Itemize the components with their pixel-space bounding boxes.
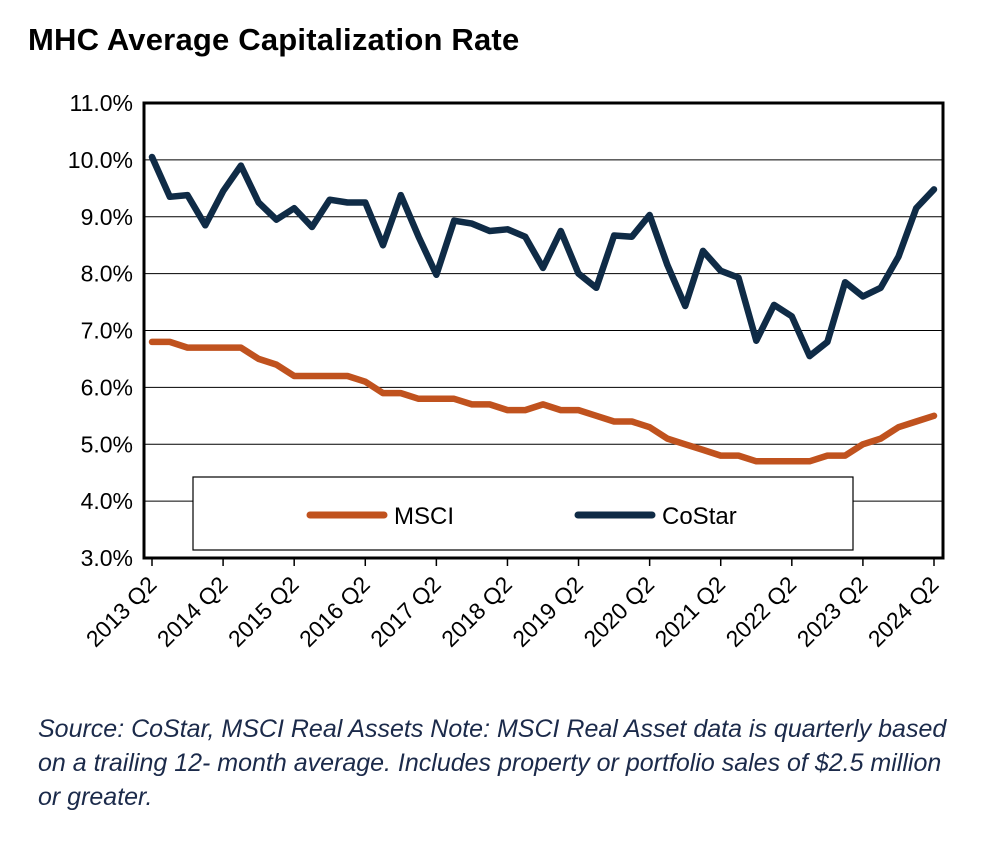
legend: MSCI CoStar (192, 476, 854, 551)
legend-label-msci: MSCI (394, 503, 454, 530)
series-line-costar (148, 153, 938, 360)
legend-label-costar: CoStar (662, 503, 737, 530)
series-lines (148, 153, 938, 465)
y-tick-label: 6.0% (81, 374, 133, 400)
y-tick-label: 8.0% (81, 261, 133, 287)
y-tick-label: 7.0% (81, 318, 133, 344)
y-tick-label: 4.0% (81, 488, 133, 514)
x-tick-label: 2017 Q2 (365, 571, 446, 652)
legend-box (192, 476, 854, 551)
y-tick-label: 5.0% (81, 431, 133, 457)
y-axis-ticks: 3.0% 4.0% 5.0% 6.0% 7.0% 8.0% 9.0% 10.0% 11.0% (68, 90, 133, 571)
y-tick-label: 3.0% (81, 545, 133, 571)
x-tick-label: 2019 Q2 (507, 571, 588, 652)
x-tick-label: 2016 Q2 (294, 571, 375, 652)
x-tick-label: 2015 Q2 (223, 571, 304, 652)
y-tick-label: 10.0% (68, 147, 133, 173)
x-tick-label: 2018 Q2 (436, 571, 517, 652)
x-tick-label: 2013 Q2 (81, 571, 162, 652)
y-tick-label: 9.0% (81, 204, 133, 230)
y-tick-label: 11.0% (69, 90, 133, 116)
source-note: Source: CoStar, MSCI Real Assets Note: M… (38, 715, 947, 811)
series-line-msci (148, 338, 938, 465)
x-tick-label: 2021 Q2 (649, 571, 730, 652)
x-tick-label: 2024 Q2 (863, 571, 944, 652)
x-tick-label: 2022 Q2 (721, 571, 802, 652)
chart-title: MHC Average Capitalization Rate (28, 22, 520, 57)
x-tick-label: 2020 Q2 (578, 571, 659, 652)
x-tick-label: 2014 Q2 (152, 571, 233, 652)
line-chart: 3.0% 4.0% 5.0% 6.0% 7.0% 8.0% 9.0% 10.0% 11.0% 2… (68, 90, 945, 652)
x-tick-label: 2023 Q2 (792, 571, 873, 652)
plot-area-border (142, 101, 945, 560)
